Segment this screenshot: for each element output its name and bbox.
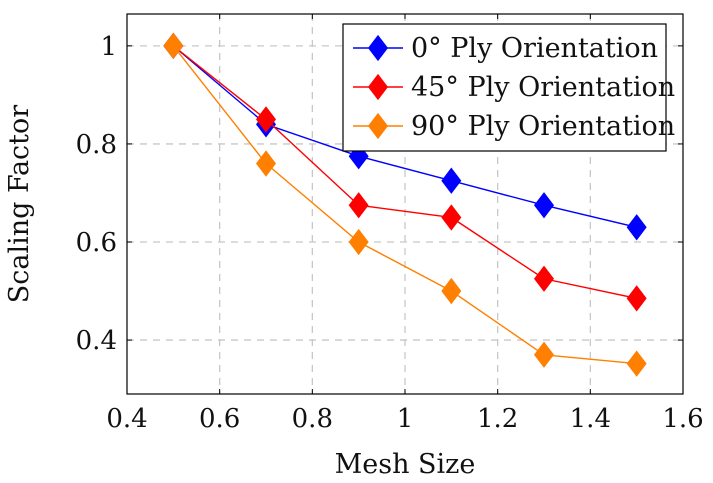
data-point-marker <box>626 285 647 312</box>
legend-label: 0° Ply Orientation <box>411 33 658 64</box>
legend-marker <box>367 34 389 62</box>
data-point-marker <box>626 214 647 241</box>
series-line <box>172 45 637 228</box>
legend: 0° Ply Orientation 45° Ply Orientation 90°… <box>342 23 675 152</box>
y-axis-title: Scaling Factor <box>4 105 35 303</box>
data-point-marker <box>255 150 277 177</box>
x-tick-label: 1.2 <box>477 404 518 434</box>
data-point-marker <box>441 277 462 305</box>
y-tick-label: 0.6 <box>76 228 117 258</box>
x-axis-title: Mesh Size <box>335 449 476 480</box>
legend-marker <box>367 112 389 140</box>
series-layer <box>163 32 647 377</box>
y-tick-label: 1 <box>100 32 117 62</box>
data-point-marker <box>255 106 277 133</box>
series-line <box>172 45 637 300</box>
data-point-marker <box>441 204 462 231</box>
legend-marker <box>367 73 389 101</box>
legend-label: 45° Ply Orientation <box>411 72 675 103</box>
y-tick-label: 0.8 <box>76 130 117 160</box>
y-tick-label: 0.4 <box>76 326 117 356</box>
data-point-marker <box>163 32 184 60</box>
x-tick-label: 0.6 <box>199 404 240 434</box>
data-point-marker <box>348 228 369 256</box>
legend-label: 90° Ply Orientation <box>411 111 675 142</box>
x-tick-label: 1 <box>397 404 414 434</box>
series-1 <box>163 32 647 241</box>
x-tick-label: 1.6 <box>662 404 703 434</box>
data-point-marker <box>348 192 369 219</box>
x-tick-label: 1.4 <box>570 404 611 434</box>
data-point-marker <box>533 265 555 292</box>
x-tick-label: 0.8 <box>292 404 333 434</box>
series-line <box>172 45 637 365</box>
data-point-marker <box>626 350 647 377</box>
data-point-marker <box>441 167 462 194</box>
data-point-marker <box>533 192 555 219</box>
x-tick-label: 0.4 <box>106 404 147 434</box>
axis-ticks: 0.4 0.6 0.8 1 1.2 1.4 1.6 0.4 0.6 0.8 1 <box>76 14 704 434</box>
data-point-marker <box>533 341 555 368</box>
series-3 <box>163 32 647 377</box>
